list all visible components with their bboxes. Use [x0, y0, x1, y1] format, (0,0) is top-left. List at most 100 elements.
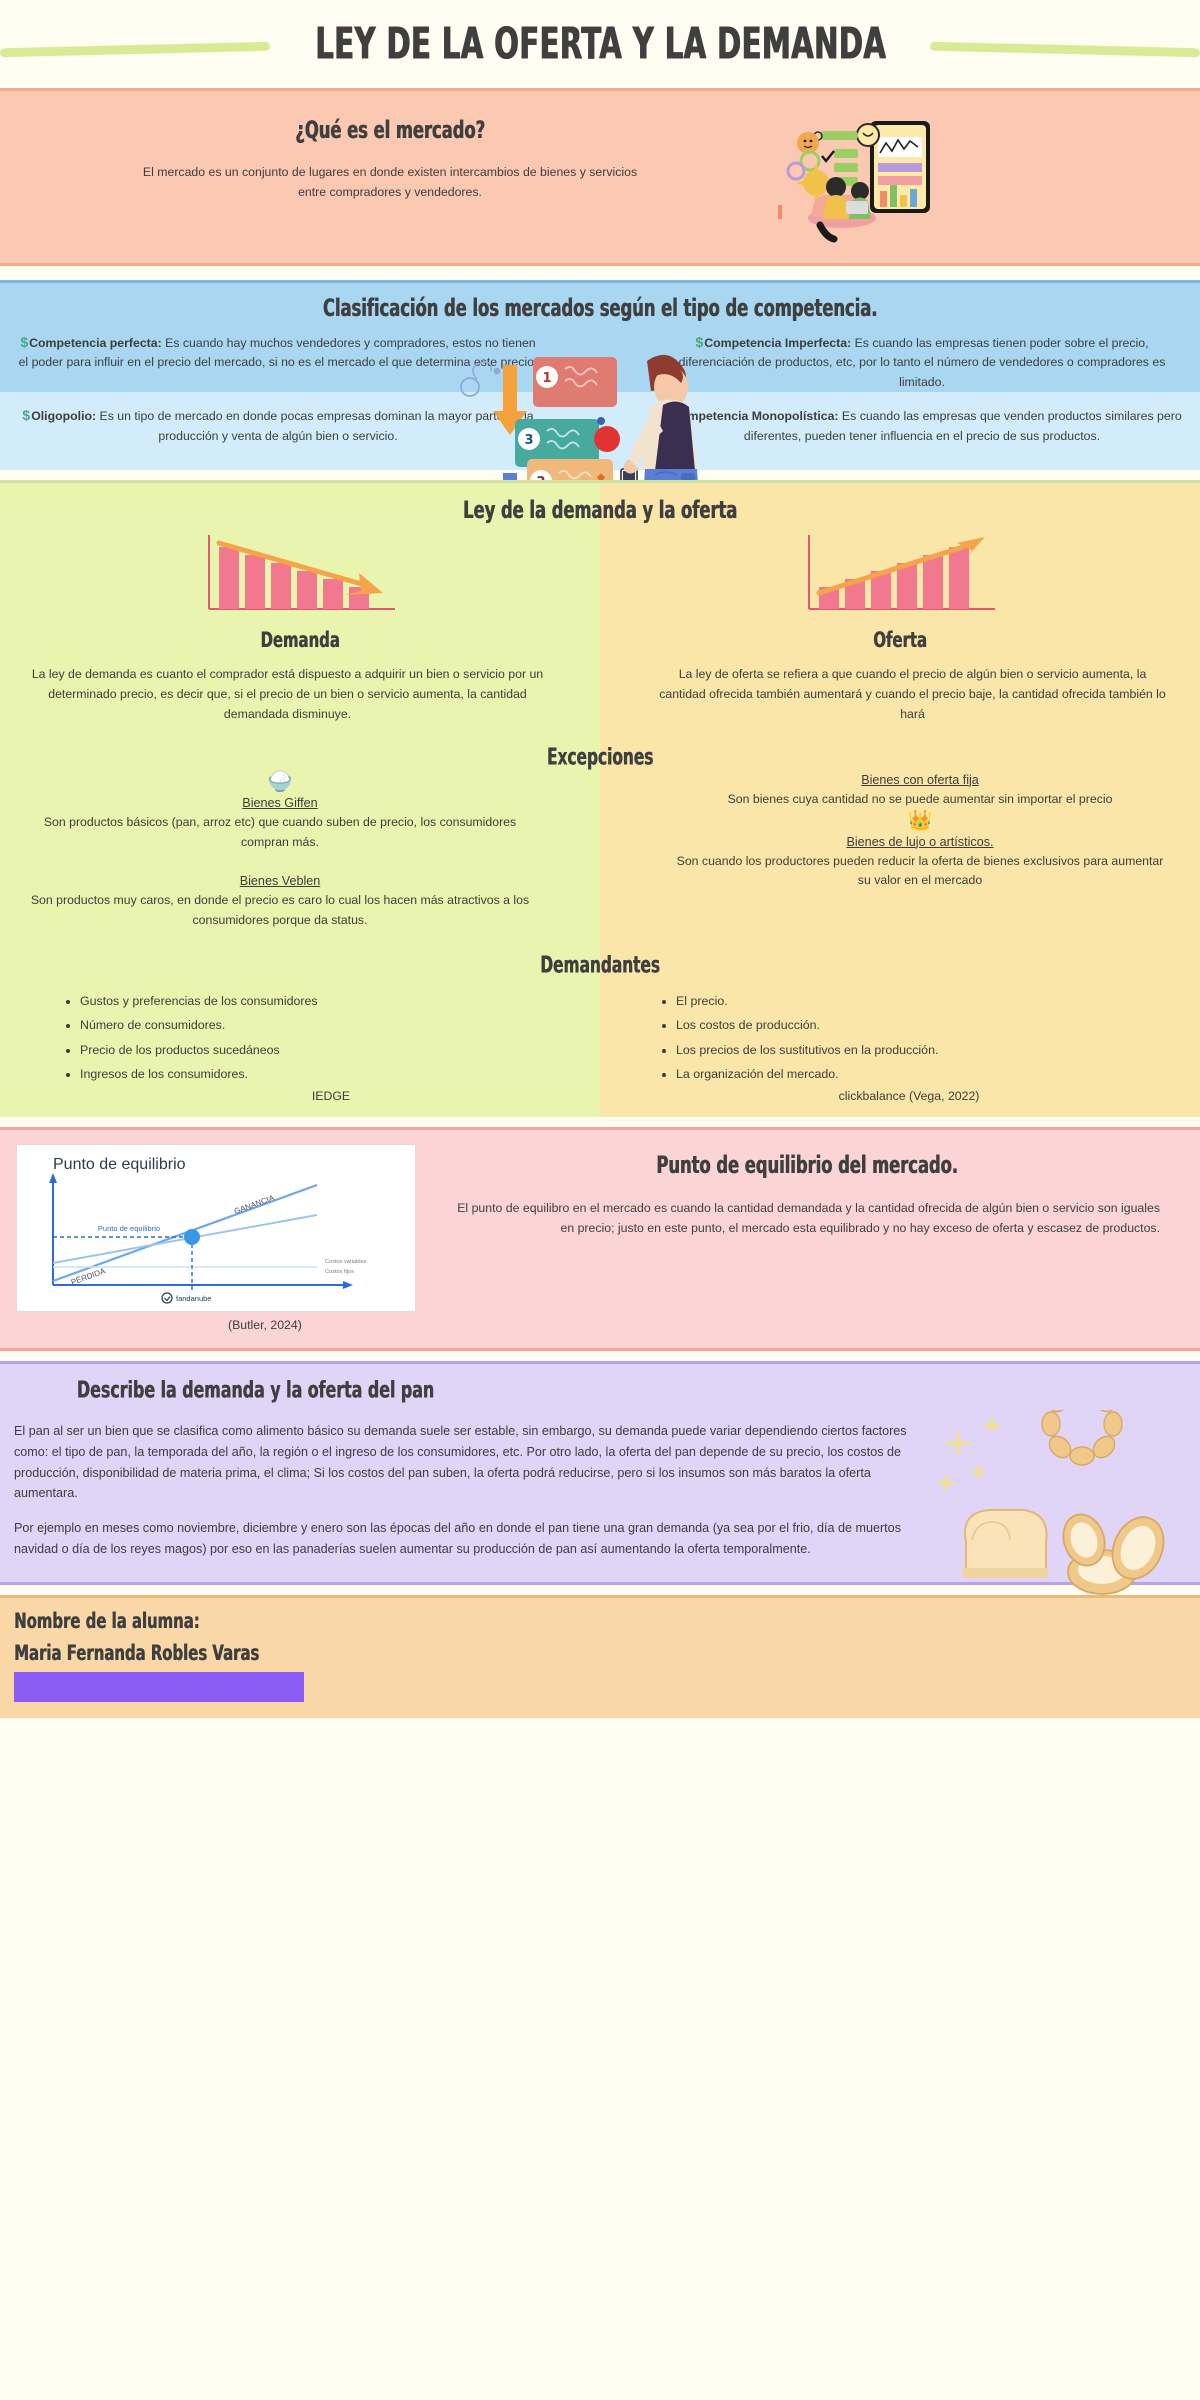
- demandantes-left-source: IEDGE: [311, 1088, 351, 1103]
- list-item: Los costos de producción.: [676, 1013, 1200, 1038]
- dollar-icon: $: [695, 334, 704, 350]
- excepcion-body: Son cuando los productores pueden reduci…: [676, 853, 1164, 888]
- excepcion-label: Bienes Giffen: [242, 795, 318, 810]
- bread-loaf: [962, 1508, 1048, 1578]
- equilibrio-caption: (Butler, 2024): [228, 1317, 302, 1332]
- clasificacion-cell-0: $Competencia perfecta: Es cuando hay muc…: [0, 331, 600, 392]
- people-working-illustration: [778, 121, 930, 243]
- divider-after-equilibrio: [0, 1350, 1200, 1361]
- excepcion-body: Son productos muy caros, en donde el pre…: [30, 893, 530, 927]
- excepcion-body: Son bienes cuya cantidad no se puede aum…: [727, 791, 1113, 806]
- mercado-text-block: ¿Qué es el mercado? El mercado es un con…: [0, 113, 720, 203]
- pan-paragraph: Por ejemplo en meses como noviembre, dic…: [14, 1521, 901, 1557]
- clasificacion-row-top: $Competencia perfecta: Es cuando hay muc…: [0, 319, 1200, 392]
- section-clasificacion-mercados: Clasificación de los mercados según el t…: [0, 280, 1200, 533]
- clasificacion-row-bottom-wrap: $Oligopolio: Es un tipo de mercado en do…: [0, 392, 1200, 471]
- pan-paragraph: El pan al ser un bien que se clasifica c…: [14, 1423, 907, 1501]
- dollar-icon: $: [662, 407, 671, 424]
- section-ley-demanda-oferta: Ley de la demanda y la oferta: [0, 480, 1200, 1117]
- section-que-es-el-mercado: ¿Qué es el mercado? El mercado es un con…: [0, 88, 1200, 266]
- bread-ring: [1041, 1382, 1123, 1466]
- footer-accent-bar: [14, 1672, 304, 1703]
- svg-text:fandanube: fandanube: [176, 1294, 211, 1303]
- list-item: La organización del mercado.: [676, 1062, 1200, 1087]
- clasificacion-item-text: Es cuando las empresas que venden produc…: [743, 409, 1182, 443]
- equilibrio-point-label: Punto de equilibrio: [98, 1224, 160, 1233]
- chart-brand-mark: fandanube: [161, 1292, 211, 1304]
- clasificacion-item-lead: Competencia Monopolística:: [671, 409, 839, 424]
- swoosh-right-decoration: [929, 41, 1200, 58]
- sparkle-icons: [937, 1416, 1001, 1491]
- demanda-oferta-columns: Demanda La ley de demanda es cuanto el c…: [0, 621, 1200, 725]
- clasificacion-cell-3: $Competencia Monopolística: Es cuando la…: [600, 404, 1200, 446]
- section-punto-equilibrio: Punto de equilibrio Punto de equilibrio …: [0, 1126, 1200, 1351]
- oferta-heading: Oferta: [873, 627, 927, 653]
- demanda-bar-chart: [208, 535, 395, 611]
- list-item: El precio.: [676, 989, 1200, 1014]
- clasificacion-item-lead: Competencia Imperfecta:: [704, 336, 852, 350]
- bread-illustration: [932, 1382, 1182, 1610]
- costos-variables-label: Costos variables: [325, 1259, 367, 1265]
- oferta-body: La ley de oferta se refiera a que cuando…: [659, 667, 1166, 721]
- leydo-title: Ley de la demanda y la oferta: [462, 497, 738, 526]
- excepcion-label: Bienes Veblen: [239, 874, 321, 889]
- spacer: [30, 852, 530, 872]
- clasificacion-item: $Competencia Monopolística: Es cuando la…: [662, 404, 1182, 446]
- clasificacion-cell-2: $Oligopolio: Es un tipo de mercado en do…: [0, 404, 600, 446]
- list-item: Gustos y preferencias de los consumidore…: [80, 989, 600, 1014]
- student-label: Nombre de la alumna:: [14, 1608, 200, 1634]
- pan-body: El pan al ser un bien que se clasifica c…: [0, 1421, 1200, 1560]
- demandantes-right-source: clickbalance (Vega, 2022): [838, 1088, 980, 1103]
- header: LEY DE LA OFERTA Y LA DEMANDA: [0, 0, 1200, 88]
- excepciones-left: 🍚 Bienes Giffen Son productos básicos (p…: [0, 771, 600, 931]
- demandantes-right-list: El precio. Los costos de producción. Los…: [658, 989, 1200, 1087]
- equilibrio-chart-side: Punto de equilibrio Punto de equilibrio …: [0, 1143, 430, 1332]
- equilibrio-title: Punto de equilibrio del mercado.: [656, 1151, 958, 1180]
- demandantes-left-list: Gustos y preferencias de los consumidore…: [62, 989, 600, 1087]
- student-name: Maria Fernanda Robles Varas: [14, 1640, 260, 1666]
- demanda-body: La ley de demanda es cuanto el comprador…: [31, 667, 544, 721]
- oferta-column: Oferta La ley de oferta se refiera a que…: [600, 621, 1200, 725]
- clasificacion-item-lead: Competencia perfecta:: [29, 336, 162, 350]
- footer: Nombre de la alumna: Maria Fernanda Robl…: [0, 1595, 1200, 1719]
- clasificacion-title: Clasificación de los mercados según el t…: [322, 294, 878, 324]
- equilibrio-text-side: Punto de equilibrio del mercado. El punt…: [430, 1144, 1200, 1238]
- clasificacion-item-lead: Oligopolio:: [31, 409, 97, 424]
- clasificacion-item: $Competencia Imperfecta: Es cuando las e…: [662, 331, 1182, 392]
- demanda-chart-container: [0, 525, 600, 621]
- excepciones-block: Excepciones 🍚 Bienes Giffen Son producto…: [0, 743, 1200, 931]
- demandantes-right: El precio. Los costos de producción. Los…: [600, 989, 1200, 1103]
- list-item: Número de consumidores.: [80, 1013, 600, 1038]
- bread-slices: [1062, 1513, 1165, 1595]
- oferta-chart-container: [600, 525, 1200, 621]
- excepcion-body: Son productos básicos (pan, arroz etc) q…: [43, 814, 517, 849]
- break-even-line-chart: Punto de equilibrio GANANCIA PÉRDIDA Cos…: [49, 1172, 367, 1304]
- excepcion-label: Bienes de lujo o artísticos.: [846, 834, 994, 849]
- demandantes-left: Gustos y preferencias de los consumidore…: [0, 989, 600, 1103]
- costos-fijos-label: Costos fijos: [325, 1269, 354, 1275]
- excepciones-right: Bienes con oferta fija Son bienes cuya c…: [600, 771, 1200, 931]
- clasificacion-row-bottom: $Oligopolio: Es un tipo de mercado en do…: [0, 392, 1200, 446]
- ganancia-label: GANANCIA: [233, 1193, 276, 1216]
- list-item: Precio de los productos sucedáneos: [80, 1038, 600, 1063]
- demanda-heading: Demanda: [260, 627, 340, 653]
- mercado-title: ¿Qué es el mercado?: [295, 116, 485, 146]
- clasificacion-item: $Competencia perfecta: Es cuando hay muc…: [18, 331, 538, 373]
- equilibrio-chart-title: Punto de equilibrio: [53, 1155, 186, 1173]
- list-item: Los precios de los sustitutivos en la pr…: [676, 1038, 1200, 1063]
- crown-icon: 👑: [907, 809, 933, 832]
- dollar-icon: $: [20, 334, 29, 350]
- demandantes-title: Demandantes: [540, 950, 660, 978]
- list-item: Ingresos de los consumidores.: [80, 1062, 600, 1087]
- infographic-page: LEY DE LA OFERTA Y LA DEMANDA ¿Qué es el…: [0, 0, 1200, 1718]
- excepciones-title: Excepciones: [546, 742, 654, 770]
- divider-after-mercado: [0, 266, 1200, 280]
- equilibrio-body: El punto de equilibro en el mercado es c…: [457, 1200, 1160, 1235]
- clasificacion-item-text: Es cuando hay muchos vendedores y compra…: [18, 336, 538, 370]
- charts-row: [0, 525, 1200, 621]
- demandantes-block: Demandantes Gustos y preferencias de los…: [0, 951, 1200, 1103]
- dollar-icon: $: [22, 407, 31, 424]
- rice-bowl-icon: 🍚: [267, 770, 293, 793]
- clasificacion-item-text: Es un tipo de mercado en donde pocas emp…: [96, 409, 534, 443]
- page-title: LEY DE LA OFERTA Y LA DEMANDA: [314, 18, 886, 70]
